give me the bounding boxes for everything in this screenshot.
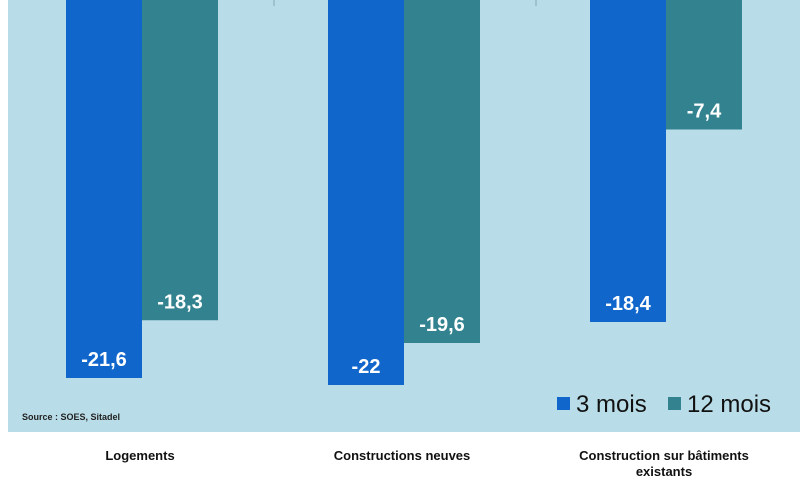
bar-3-mois-3 xyxy=(590,0,666,322)
data-label-12-mois-3: -7,4 xyxy=(687,101,722,123)
category-label-1: Logements xyxy=(105,448,174,463)
category-label-line: Constructions neuves xyxy=(334,448,471,463)
bar-12-mois-2 xyxy=(404,0,480,343)
data-label-3-mois-1: -21,6 xyxy=(81,349,127,371)
bar-3-mois-2 xyxy=(328,0,404,385)
data-label-3-mois-2: -22 xyxy=(352,356,381,378)
legend-3-mois-label: 3 mois xyxy=(576,391,647,418)
category-label-2: Constructions neuves xyxy=(334,448,471,463)
category-label-line: Construction sur bâtiments xyxy=(579,448,749,463)
source-note: Source : SOES, Sitadel xyxy=(22,412,120,422)
data-label-12-mois-2: -19,6 xyxy=(419,314,465,336)
legend-3-mois-swatch xyxy=(557,397,570,410)
legend-12-mois-label: 12 mois xyxy=(687,391,771,418)
category-label-3: Construction sur bâtiments existants xyxy=(579,448,749,479)
legend-12-mois-swatch xyxy=(668,397,681,410)
data-label-12-mois-1: -18,3 xyxy=(157,291,203,313)
category-label-line: existants xyxy=(636,464,692,479)
bar-12-mois-1 xyxy=(142,0,218,321)
bar-12-mois-3 xyxy=(666,0,742,130)
bar-3-mois-1 xyxy=(66,0,142,378)
category-label-line: Logements xyxy=(105,448,174,463)
data-label-3-mois-3: -18,4 xyxy=(605,293,651,315)
